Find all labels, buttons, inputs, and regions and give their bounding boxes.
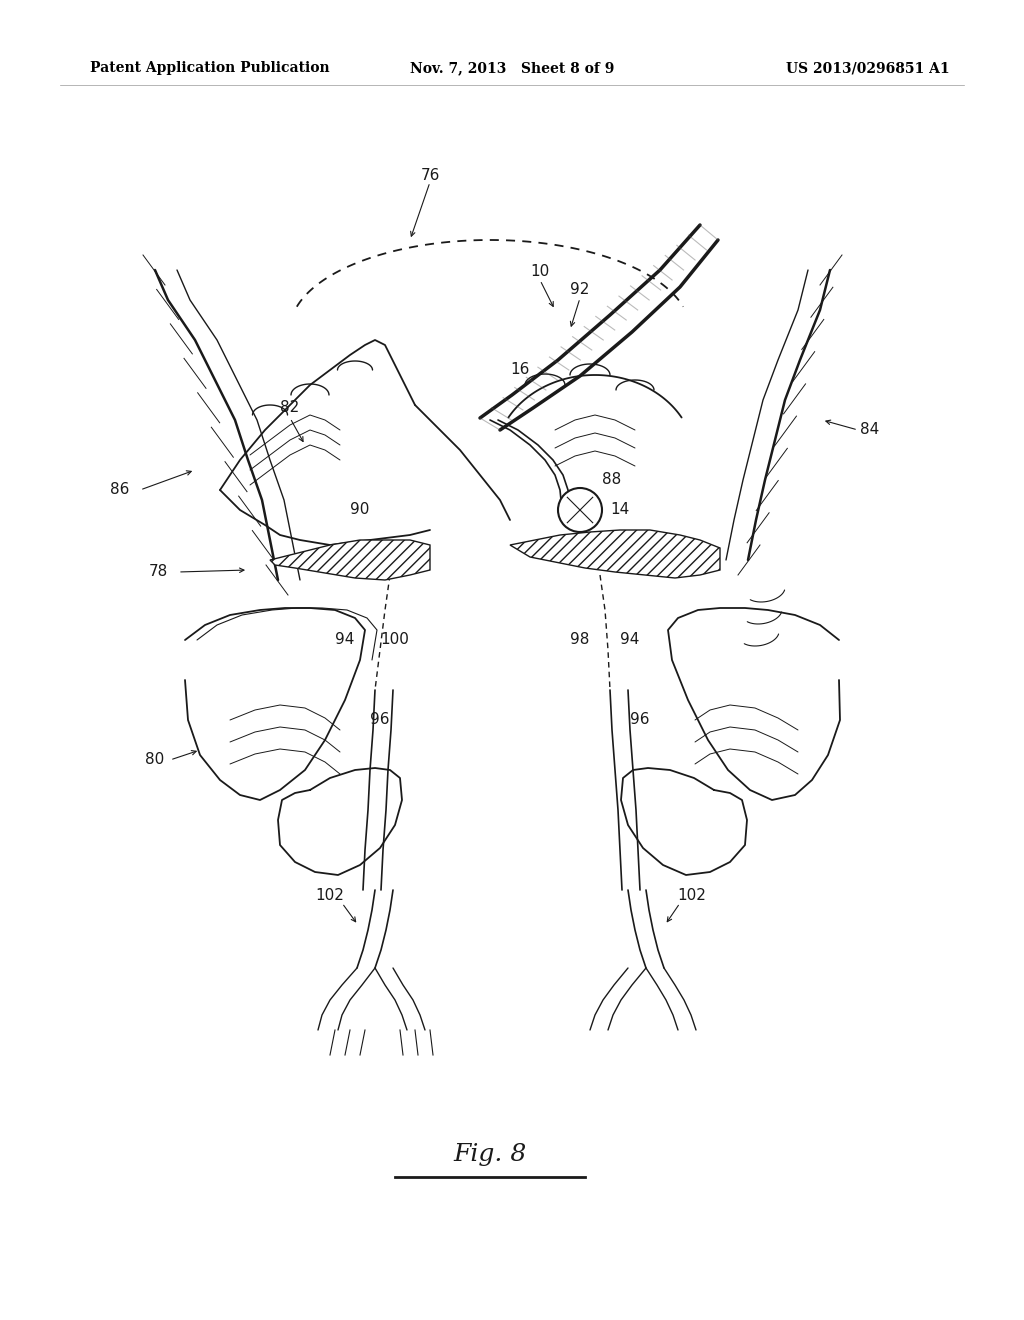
Text: Patent Application Publication: Patent Application Publication — [90, 61, 330, 75]
Text: 98: 98 — [570, 632, 590, 648]
Text: 82: 82 — [281, 400, 300, 416]
Text: 76: 76 — [420, 168, 439, 182]
Text: 102: 102 — [315, 887, 344, 903]
Text: 92: 92 — [570, 282, 590, 297]
Text: 90: 90 — [350, 503, 370, 517]
Polygon shape — [510, 531, 720, 578]
Text: 80: 80 — [145, 752, 165, 767]
Text: 86: 86 — [111, 483, 130, 498]
Polygon shape — [270, 540, 430, 579]
Text: 96: 96 — [371, 713, 390, 727]
Text: 14: 14 — [610, 503, 630, 517]
Circle shape — [558, 488, 602, 532]
Text: 100: 100 — [381, 632, 410, 648]
Text: 10: 10 — [530, 264, 550, 280]
Text: Fig. 8: Fig. 8 — [454, 1143, 526, 1167]
Text: 94: 94 — [621, 632, 640, 648]
Text: 16: 16 — [510, 363, 529, 378]
Text: Nov. 7, 2013   Sheet 8 of 9: Nov. 7, 2013 Sheet 8 of 9 — [410, 61, 614, 75]
Text: 94: 94 — [335, 632, 354, 648]
Text: 96: 96 — [630, 713, 650, 727]
Text: 88: 88 — [602, 473, 622, 487]
Text: 78: 78 — [148, 565, 168, 579]
Text: 102: 102 — [678, 887, 707, 903]
Text: 84: 84 — [860, 422, 880, 437]
Text: US 2013/0296851 A1: US 2013/0296851 A1 — [786, 61, 950, 75]
